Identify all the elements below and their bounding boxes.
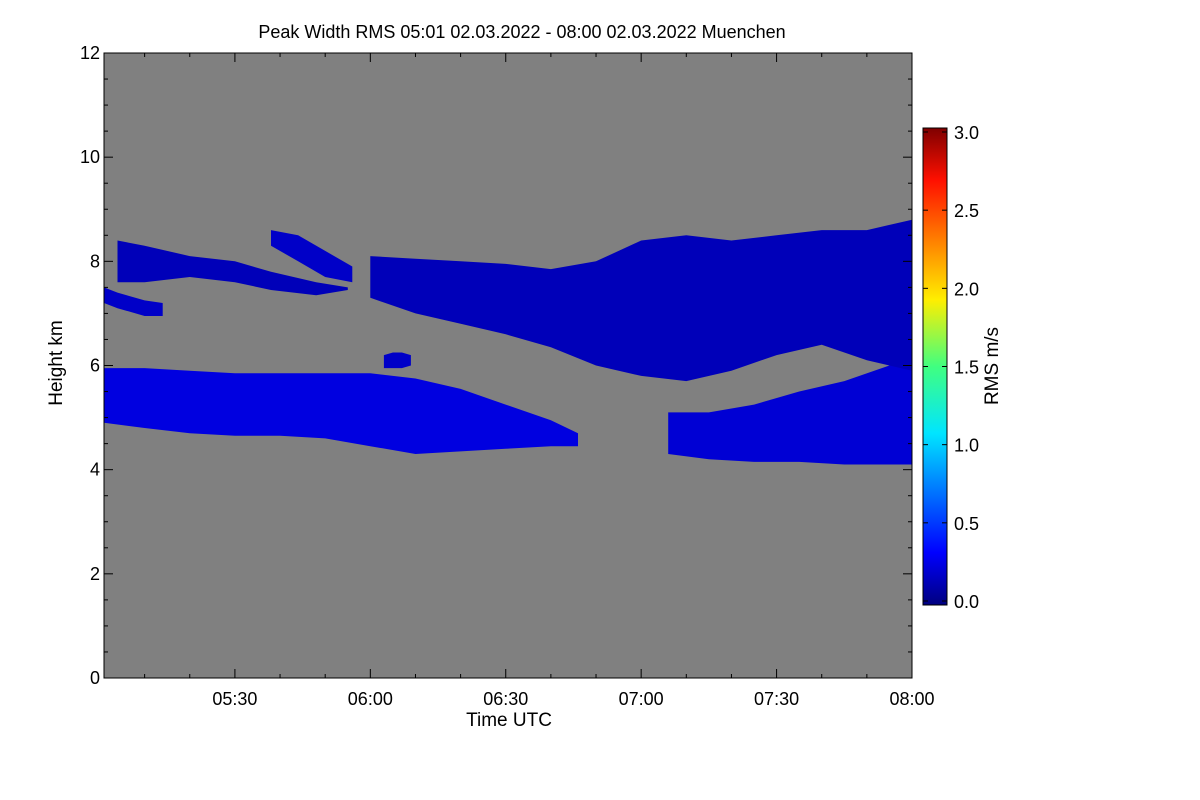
colorbar-label: RMS m/s bbox=[982, 327, 1003, 405]
colorbar-tick-label: 1.5 bbox=[954, 358, 979, 378]
plot-background bbox=[104, 53, 912, 678]
x-tick-label: 07:00 bbox=[619, 689, 664, 709]
x-tick-label: 08:00 bbox=[889, 689, 934, 709]
y-axis-label: Height km bbox=[46, 320, 67, 406]
colorbar: 0.0 0.5 1.0 1.5 2.0 2.5 3.0 RMS m/s bbox=[923, 123, 1003, 612]
chart-title: Peak Width RMS 05:01 02.03.2022 - 08:00 … bbox=[258, 22, 785, 42]
colorbar-tick-label: 2.5 bbox=[954, 201, 979, 221]
colorbar-tick-label: 2.0 bbox=[954, 279, 979, 299]
y-tick-label: 4 bbox=[90, 460, 100, 480]
x-tick-label: 06:30 bbox=[483, 689, 528, 709]
y-tick-label: 8 bbox=[90, 251, 100, 271]
x-tick-label: 05:30 bbox=[212, 689, 257, 709]
y-tick-label: 2 bbox=[90, 564, 100, 584]
x-tick-label: 06:00 bbox=[348, 689, 393, 709]
plot-area bbox=[104, 53, 912, 678]
colorbar-tick-label: 3.0 bbox=[954, 123, 979, 143]
x-tick-label: 07:30 bbox=[754, 689, 799, 709]
colorbar-tick-label: 0.0 bbox=[954, 592, 979, 612]
y-tick-label: 10 bbox=[80, 147, 100, 167]
y-tick-label: 12 bbox=[80, 43, 100, 63]
colorbar-tick-label: 1.0 bbox=[954, 436, 979, 456]
y-tick-label: 6 bbox=[90, 356, 100, 376]
x-axis-label: Time UTC bbox=[466, 710, 552, 731]
echo-fragment-2 bbox=[384, 353, 411, 369]
colorbar-tick-label: 0.5 bbox=[954, 514, 979, 534]
y-tick-label: 0 bbox=[90, 668, 100, 688]
